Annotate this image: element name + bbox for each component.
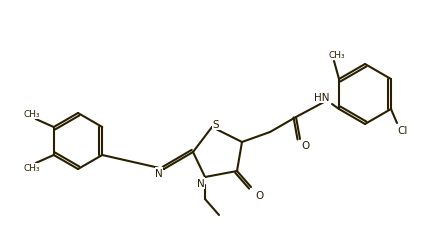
Text: N: N [197, 178, 205, 188]
Text: N: N [155, 168, 163, 178]
Text: CH₃: CH₃ [24, 110, 40, 119]
Text: HN: HN [314, 93, 330, 102]
Text: CH₃: CH₃ [329, 50, 345, 59]
Text: O: O [255, 190, 263, 200]
Text: O: O [302, 140, 310, 150]
Text: S: S [213, 120, 219, 130]
Text: Cl: Cl [398, 126, 408, 136]
Text: CH₃: CH₃ [24, 164, 40, 173]
